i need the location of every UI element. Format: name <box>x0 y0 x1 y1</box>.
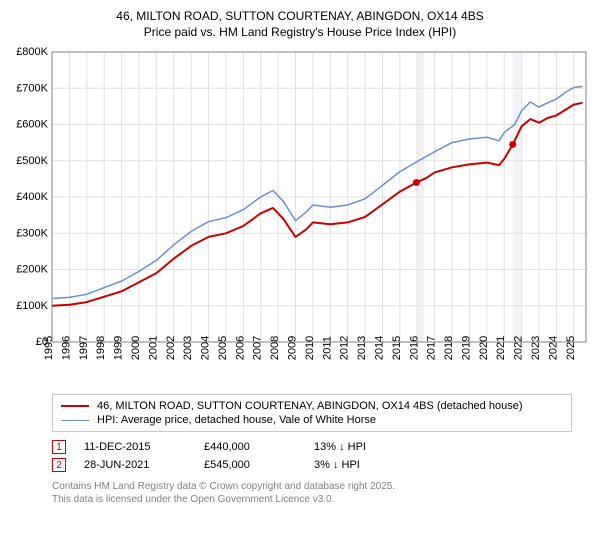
x-tick-label: 2015 <box>391 336 403 360</box>
x-tick-label: 2025 <box>565 336 577 360</box>
transaction-delta: 13% ↓ HPI <box>314 441 434 453</box>
title-line-1: 46, MILTON ROAD, SUTTON COURTENAY, ABING… <box>10 8 590 24</box>
x-tick-label: 2024 <box>547 336 559 360</box>
x-tick-label: 2023 <box>530 336 542 360</box>
attribution-line-2: This data is licensed under the Open Gov… <box>52 493 590 506</box>
transaction-marker: 2 <box>52 458 66 472</box>
x-tick-label: 1999 <box>113 336 125 360</box>
x-tick-label: 2003 <box>182 336 194 360</box>
x-tick-label: 2022 <box>513 336 525 360</box>
chart-container: 46, MILTON ROAD, SUTTON COURTENAY, ABING… <box>0 0 600 512</box>
sale-point-2 <box>509 141 516 148</box>
transaction-price: £440,000 <box>204 441 314 453</box>
x-tick-label: 1996 <box>60 336 72 360</box>
x-tick-label: 2005 <box>217 336 229 360</box>
x-tick-label: 2004 <box>200 336 212 360</box>
y-tick-label: £500K <box>16 155 48 167</box>
x-tick-label: 2010 <box>304 336 316 360</box>
x-tick-label: 2002 <box>165 336 177 360</box>
x-tick-label: 2020 <box>478 336 490 360</box>
x-tick-label: 2012 <box>339 336 351 360</box>
x-tick-label: 2011 <box>321 337 333 361</box>
legend-swatch <box>61 405 89 407</box>
y-tick-label: £600K <box>16 119 48 131</box>
transaction-table: 1 11-DEC-2015£440,00013% ↓ HPI 2 28-JUN-202… <box>52 438 572 474</box>
x-tick-label: 2014 <box>373 336 385 360</box>
x-tick-label: 2016 <box>408 336 420 360</box>
title-line-2: Price paid vs. HM Land Registry's House … <box>10 24 590 40</box>
transaction-date: 28-JUN-2021 <box>84 459 204 471</box>
sale-point-1 <box>413 179 420 186</box>
x-tick-label: 2006 <box>234 336 246 360</box>
transaction-price: £545,000 <box>204 459 314 471</box>
x-tick-label: 2007 <box>252 336 264 360</box>
series-hpi <box>52 87 583 299</box>
legend-row: HPI: Average price, detached house, Vale… <box>61 413 563 427</box>
legend: 46, MILTON ROAD, SUTTON COURTENAY, ABING… <box>52 394 572 432</box>
legend-label: HPI: Average price, detached house, Vale… <box>97 414 376 426</box>
x-tick-label: 2017 <box>426 336 438 360</box>
title-block: 46, MILTON ROAD, SUTTON COURTENAY, ABING… <box>10 8 590 40</box>
x-tick-label: 2019 <box>460 336 472 360</box>
transaction-row: 2 28-JUN-2021£545,0003% ↓ HPI <box>52 456 572 474</box>
transaction-delta: 3% ↓ HPI <box>314 459 434 471</box>
x-tick-label: 2018 <box>443 336 455 360</box>
attribution: Contains HM Land Registry data © Crown c… <box>52 480 590 506</box>
x-tick-label: 1995 <box>43 336 55 360</box>
y-tick-label: £700K <box>16 83 48 95</box>
transaction-date: 11-DEC-2015 <box>84 441 204 453</box>
legend-swatch <box>61 420 89 421</box>
legend-label: 46, MILTON ROAD, SUTTON COURTENAY, ABING… <box>97 400 522 412</box>
y-tick-label: £100K <box>16 300 48 312</box>
x-tick-label: 2021 <box>495 336 507 360</box>
legend-row: 46, MILTON ROAD, SUTTON COURTENAY, ABING… <box>61 399 563 413</box>
chart-svg: £0£100K£200K£300K£400K£500K£600K£700K£80… <box>10 46 590 386</box>
y-tick-label: £200K <box>16 264 48 276</box>
transaction-row: 1 11-DEC-2015£440,00013% ↓ HPI <box>52 438 572 456</box>
transaction-marker: 1 <box>52 440 66 454</box>
x-tick-label: 2001 <box>147 336 159 360</box>
x-tick-label: 1997 <box>78 336 90 360</box>
attribution-line-1: Contains HM Land Registry data © Crown c… <box>52 480 590 493</box>
x-tick-label: 2008 <box>269 336 281 360</box>
x-tick-label: 2013 <box>356 336 368 360</box>
x-tick-label: 2000 <box>130 336 142 360</box>
x-tick-label: 1998 <box>95 336 107 360</box>
x-tick-label: 2009 <box>287 336 299 360</box>
y-tick-label: £800K <box>16 46 48 58</box>
plot-area: £0£100K£200K£300K£400K£500K£600K£700K£80… <box>10 46 590 386</box>
y-tick-label: £300K <box>16 228 48 240</box>
y-tick-label: £400K <box>16 191 48 203</box>
